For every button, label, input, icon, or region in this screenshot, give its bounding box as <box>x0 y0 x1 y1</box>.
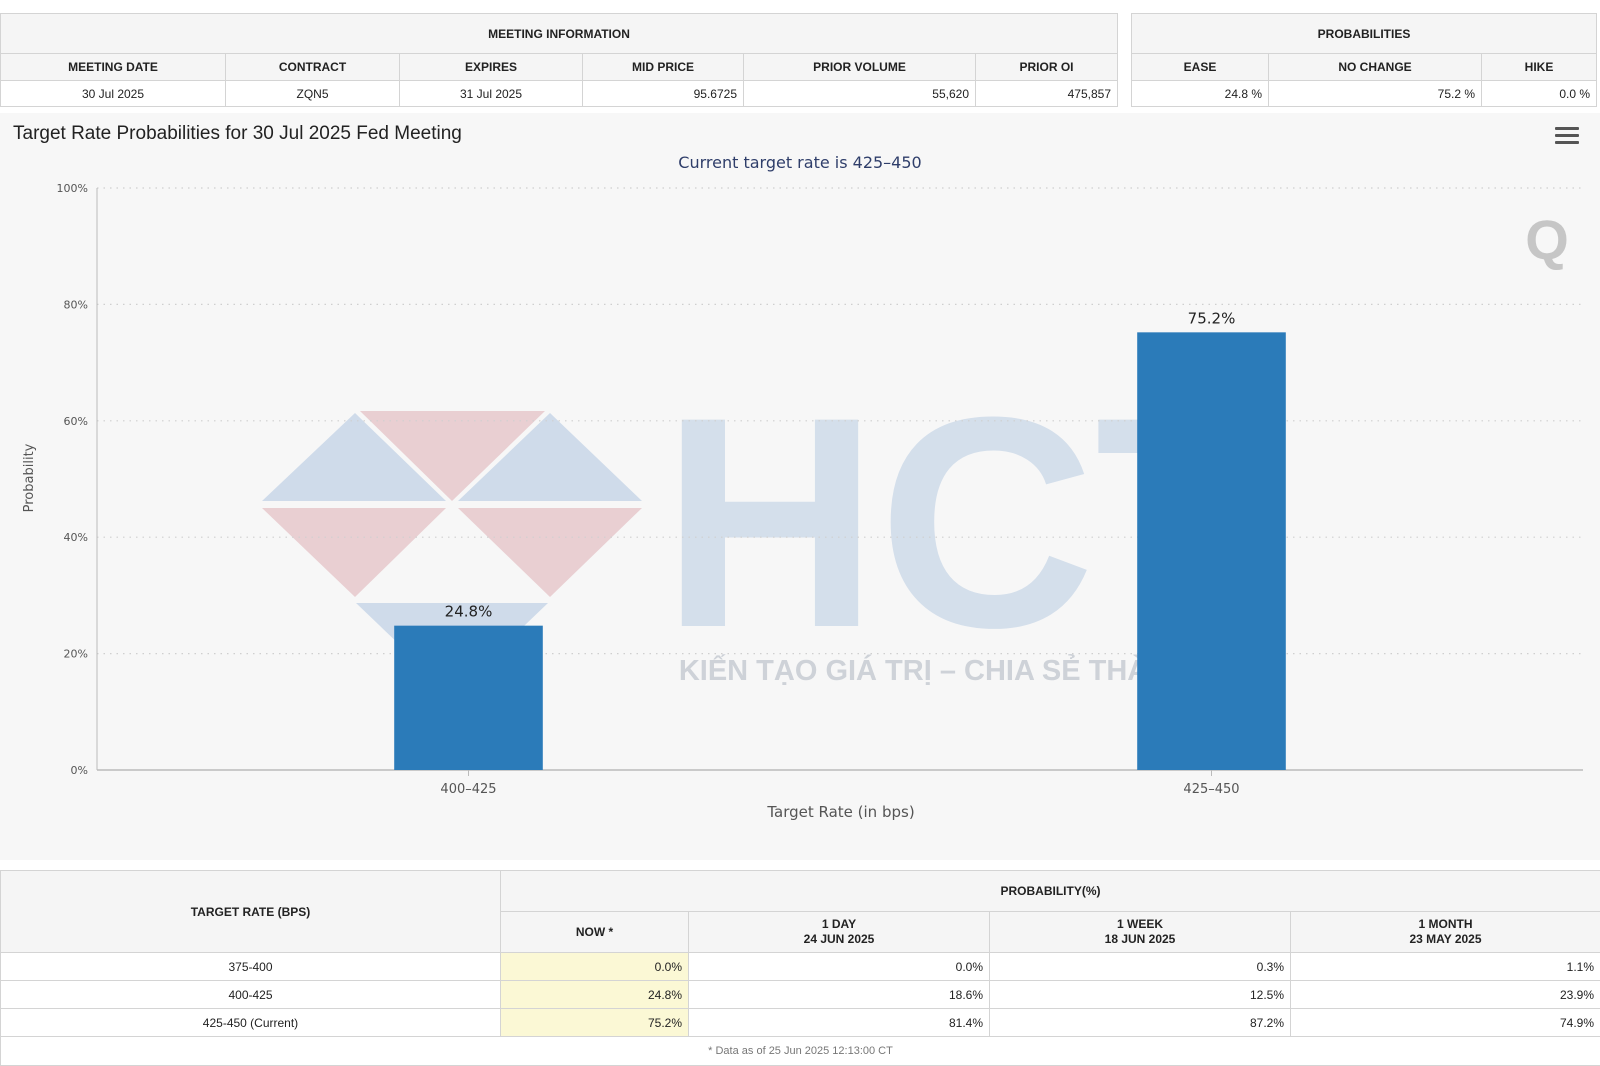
hike-value: 0.0 % <box>1480 80 1598 107</box>
no-change-value: 75.2 % <box>1268 80 1482 107</box>
one-month-cell: 23.9% <box>1290 980 1600 1009</box>
one-month-cell: 1.1% <box>1290 952 1600 981</box>
data-timestamp-footnote: * Data as of 25 Jun 2025 12:13:00 CT <box>0 1036 1600 1066</box>
target-rate-header: TARGET RATE (BPS) <box>0 870 501 953</box>
watermark-shape <box>262 413 446 501</box>
chart-panel: HCT KIẾN TẠO GIÁ TRỊ – CHIA SẺ THÀNH CÔN… <box>0 113 1600 860</box>
one-month-label: 1 MONTH <box>1418 917 1473 931</box>
probabilities-title: PROBABILITIES <box>1130 13 1598 54</box>
contract-header: CONTRACT <box>225 53 400 81</box>
watermark-shape <box>360 411 545 501</box>
one-day-date: 24 JUN 2025 <box>803 932 875 946</box>
bar-data-label: 75.2% <box>1188 309 1236 327</box>
one-month-column-header: 1 MONTH 23 MAY 2025 <box>1290 911 1600 953</box>
target-rate-cell: 425-450 (Current) <box>0 1008 501 1037</box>
one-week-date: 18 JUN 2025 <box>1104 932 1176 946</box>
mid-price-value: 95.6725 <box>582 80 744 107</box>
one-day-cell: 18.6% <box>688 980 990 1009</box>
meeting-date-header: MEETING DATE <box>0 53 226 81</box>
now-cell: 24.8% <box>500 980 689 1009</box>
ease-header: EASE <box>1131 53 1269 81</box>
y-tick-label: 60% <box>64 415 88 428</box>
one-day-cell: 81.4% <box>688 1008 990 1037</box>
one-month-cell: 74.9% <box>1290 1008 1600 1037</box>
table-row: 425-450 (Current) 75.2% 81.4% 87.2% 74.9… <box>0 1008 1600 1037</box>
now-column-label: NOW * <box>575 924 614 939</box>
one-week-cell: 87.2% <box>989 1008 1291 1037</box>
watermark-shape <box>458 508 642 597</box>
now-cell: 75.2% <box>500 1008 689 1037</box>
bar-data-label: 24.8% <box>445 603 493 621</box>
expires-value: 31 Jul 2025 <box>399 80 583 107</box>
table-row: 375-400 0.0% 0.0% 0.3% 1.1% <box>0 952 1600 981</box>
one-day-label: 1 DAY <box>821 917 857 931</box>
ease-value: 24.8 % <box>1131 80 1269 107</box>
probability-header: PROBABILITY(%) <box>500 870 1600 912</box>
prior-volume-value: 55,620 <box>743 80 976 107</box>
hamburger-menu-icon[interactable] <box>1555 127 1579 147</box>
target-rate-cell: 375-400 <box>0 952 501 981</box>
probabilities-table: PROBABILITIES EASE NO CHANGE HIKE 24.8 %… <box>1130 13 1598 107</box>
q-logo: Q <box>1525 208 1569 271</box>
table-row: 400-425 24.8% 18.6% 12.5% 23.9% <box>0 980 1600 1009</box>
meeting-date-value: 30 Jul 2025 <box>0 80 226 107</box>
one-week-cell: 12.5% <box>989 980 1291 1009</box>
one-week-column-header: 1 WEEK 18 JUN 2025 <box>989 911 1291 953</box>
target-rate-probability-table: TARGET RATE (BPS) PROBABILITY(%) NOW * 1… <box>0 870 1600 1066</box>
y-tick-label: 80% <box>64 298 88 311</box>
y-tick-label: 40% <box>64 531 88 544</box>
x-axis-label: Target Rate (in bps) <box>766 803 914 821</box>
chart-title: Target Rate Probabilities for 30 Jul 202… <box>13 123 462 144</box>
prior-oi-header: PRIOR OI <box>975 53 1118 81</box>
now-column-header: NOW * <box>500 911 689 953</box>
no-change-header: NO CHANGE <box>1268 53 1482 81</box>
meeting-information-table: MEETING INFORMATION MEETING DATE CONTRAC… <box>0 13 1118 107</box>
y-tick-label: 100% <box>57 182 88 195</box>
target-rate-cell: 400-425 <box>0 980 501 1009</box>
prior-volume-header: PRIOR VOLUME <box>743 53 976 81</box>
one-week-label: 1 WEEK <box>1116 917 1163 931</box>
watermark-shape <box>458 413 642 501</box>
y-axis-label: Probability <box>22 443 37 512</box>
hike-header: HIKE <box>1480 53 1598 81</box>
target-rate-chart: HCT KIẾN TẠO GIÁ TRỊ – CHIA SẺ THÀNH CÔN… <box>22 182 1583 821</box>
now-cell: 0.0% <box>500 952 689 981</box>
contract-value: ZQN5 <box>225 80 400 107</box>
expires-header: EXPIRES <box>399 53 583 81</box>
watermark-shape <box>262 508 446 597</box>
chart-subtitle: Current target rate is 425–450 <box>678 153 922 172</box>
meeting-information-title: MEETING INFORMATION <box>0 13 1118 54</box>
bar-400–425[interactable] <box>394 625 543 770</box>
q-logo-icon: Q <box>1525 208 1569 271</box>
prior-oi-value: 475,857 <box>975 80 1118 107</box>
mid-price-header: MID PRICE <box>582 53 744 81</box>
x-tick-label: 400–425 <box>440 782 496 797</box>
x-tick-label: 425–450 <box>1183 782 1239 797</box>
one-week-cell: 0.3% <box>989 952 1291 981</box>
y-tick-label: 0% <box>71 764 88 777</box>
one-day-column-header: 1 DAY 24 JUN 2025 <box>688 911 990 953</box>
bar-425–450[interactable] <box>1137 332 1286 770</box>
one-month-date: 23 MAY 2025 <box>1409 932 1482 946</box>
one-day-cell: 0.0% <box>688 952 990 981</box>
y-tick-label: 20% <box>64 648 88 661</box>
